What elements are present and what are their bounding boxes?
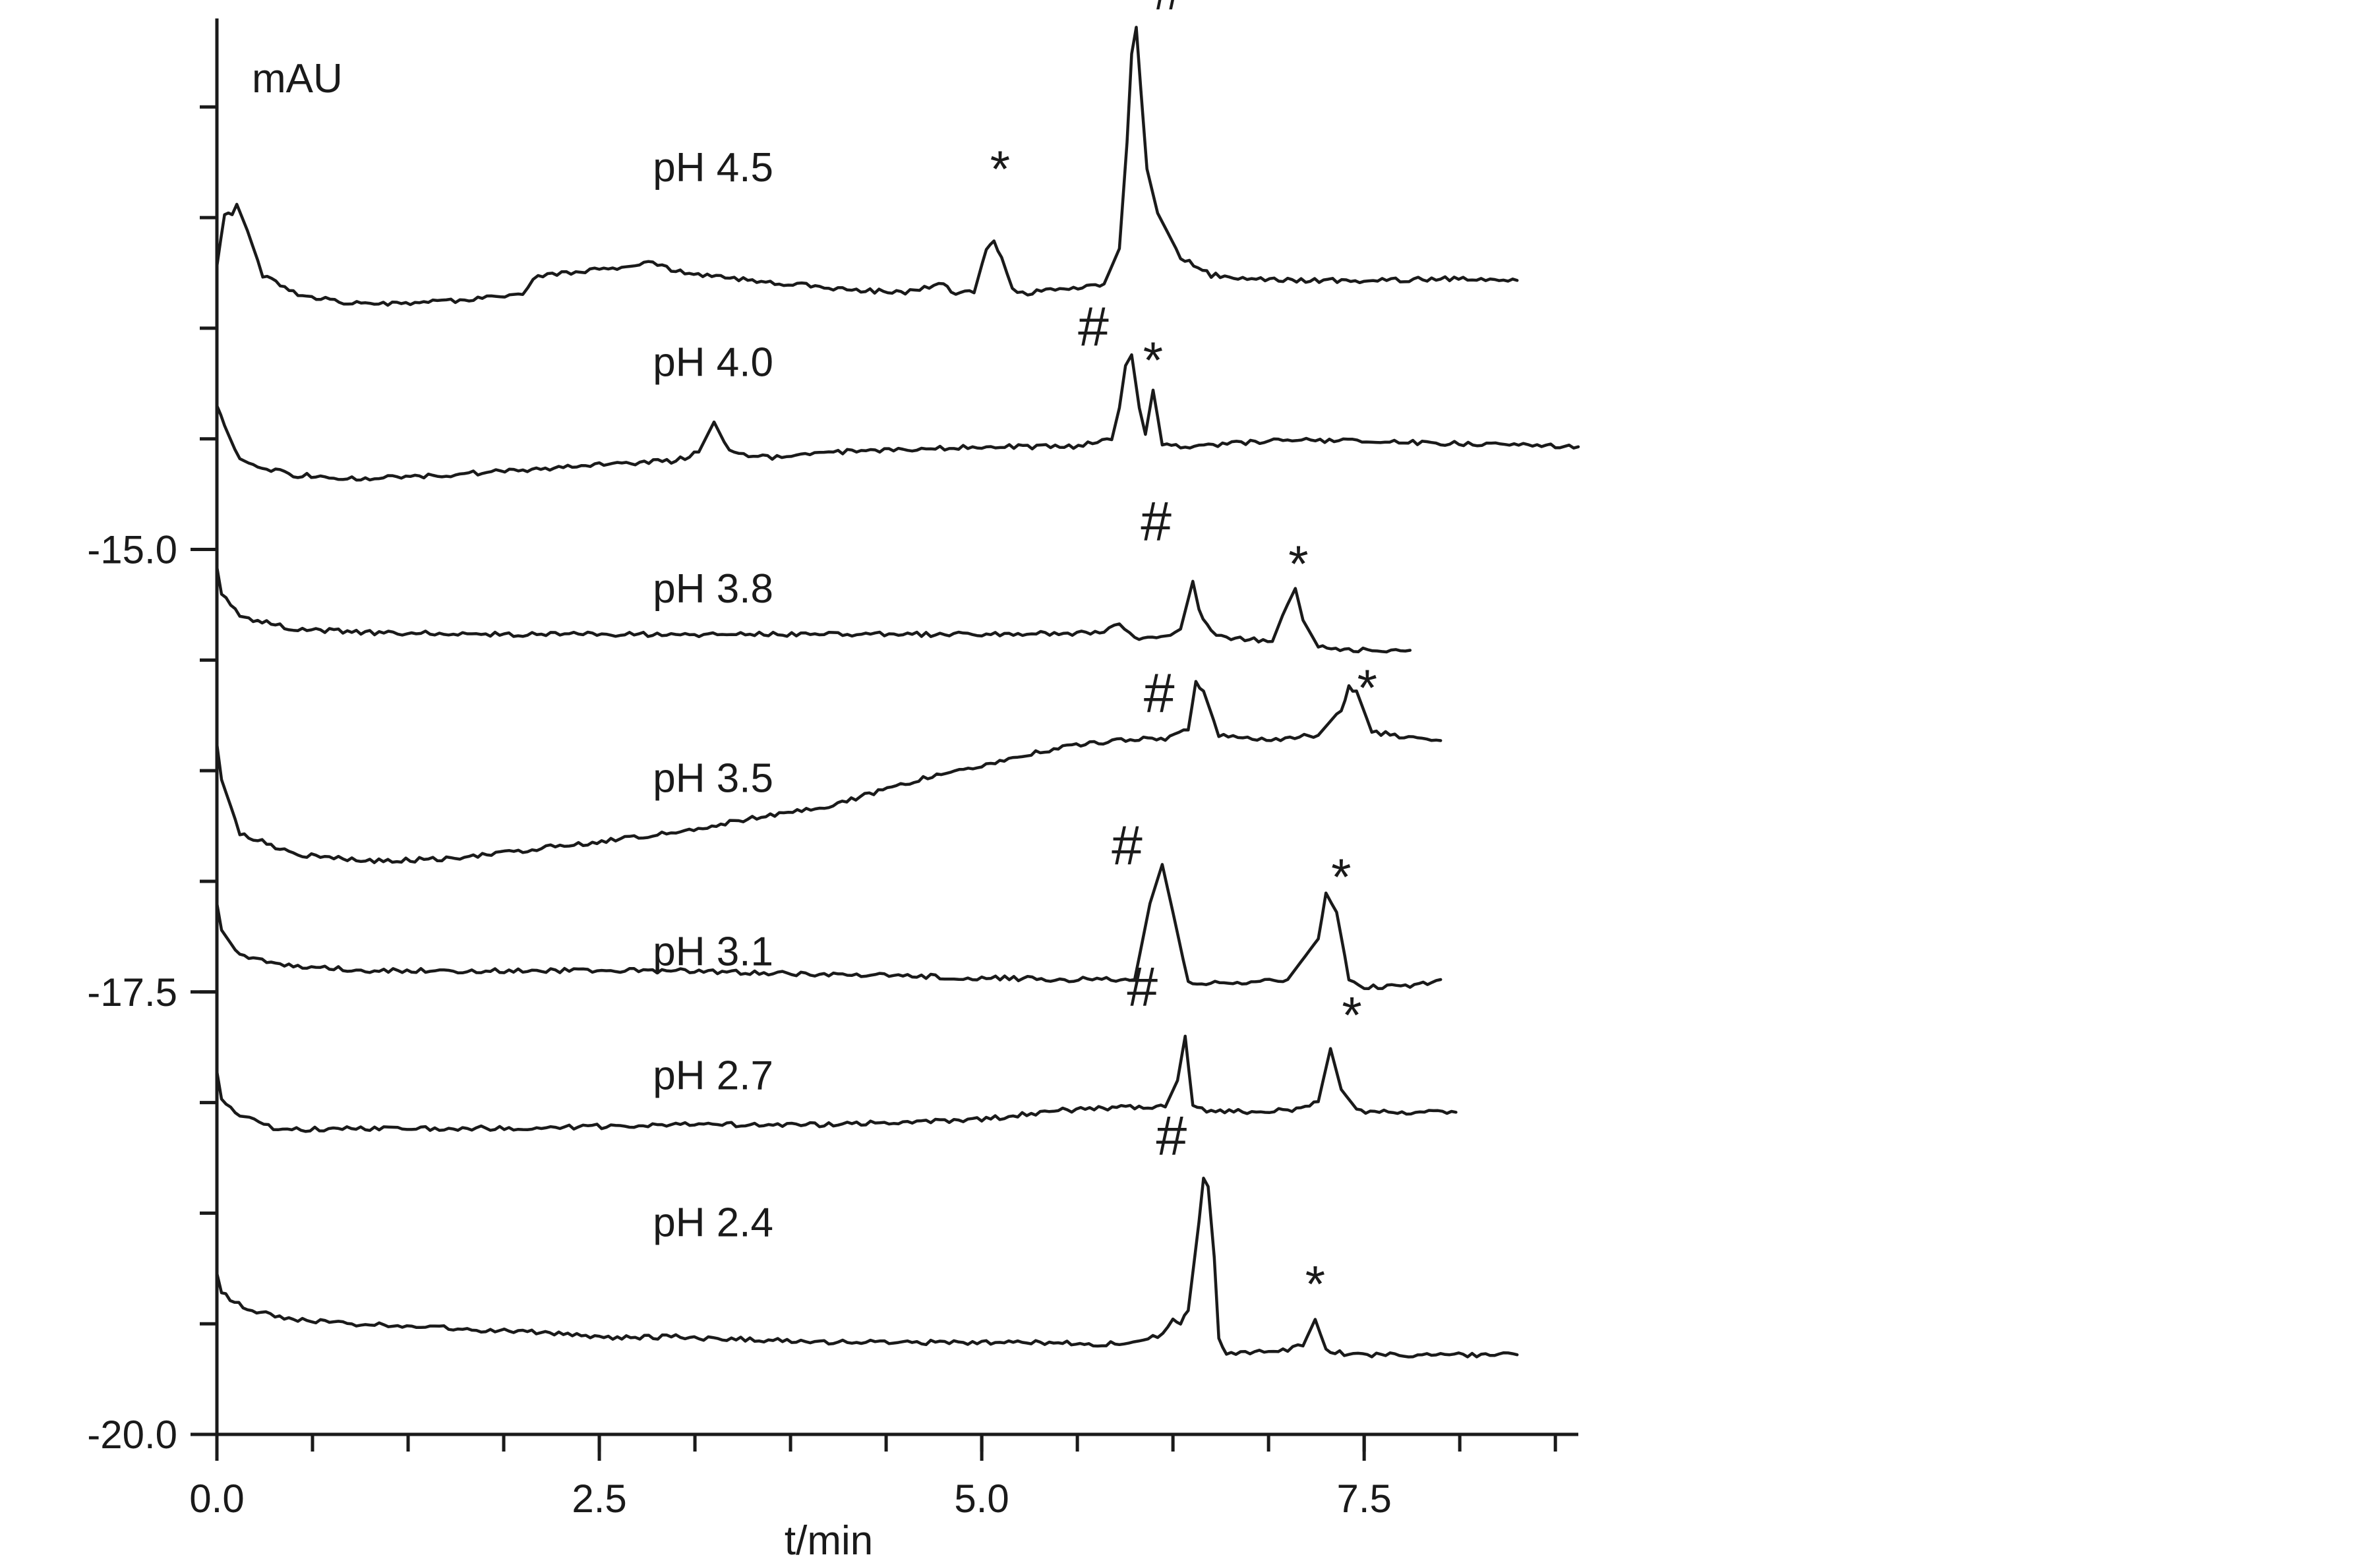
x-axis-title: t/min <box>785 1518 873 1557</box>
series-label: pH 2.4 <box>653 1200 773 1245</box>
y-tick-label: -17.5 <box>87 970 177 1014</box>
axis-ticks: -15.0 -17.5 -20.0 0.0 2.5 5.0 7.5 <box>87 105 1557 1521</box>
hash-peak-marker: # <box>1112 814 1143 876</box>
series-label: pH 3.8 <box>653 566 773 612</box>
trace-ph-3-1 <box>215 863 1443 991</box>
y-tick-label: -20.0 <box>87 1413 177 1457</box>
x-tick-label: 7.5 <box>1336 1477 1391 1521</box>
x-tick-label: 2.5 <box>572 1477 626 1521</box>
trace-ph-4-5 <box>215 26 1519 307</box>
trace-ph-3-8 <box>215 566 1412 654</box>
hash-peak-marker: # <box>1127 956 1158 1018</box>
series-label: pH 3.5 <box>653 755 773 801</box>
star-peak-marker: * <box>990 140 1010 198</box>
series-traces <box>215 26 1580 1359</box>
series-label: pH 4.5 <box>653 145 773 191</box>
star-peak-marker: * <box>1342 986 1361 1044</box>
hash-peak-marker: # <box>1144 662 1175 724</box>
trace-ph-2-4 <box>215 1177 1519 1359</box>
x-tick-label: 5.0 <box>954 1477 1009 1521</box>
series-label: pH 3.1 <box>653 929 773 974</box>
series-label: pH 4.0 <box>653 339 773 385</box>
y-tick-label: -15.0 <box>87 528 177 572</box>
series-labels: pH 4.5 pH 4.0 pH 3.8 pH 3.5 pH 3.1 pH 2.7 pH 2… <box>653 145 773 1245</box>
series-label: pH 2.7 <box>653 1053 773 1098</box>
x-tick-label: 0.0 <box>189 1477 244 1521</box>
trace-ph-3-5 <box>215 680 1443 864</box>
star-peak-marker: * <box>1305 1255 1325 1313</box>
hash-peak-marker: # <box>1141 490 1172 552</box>
y-axis-title: mAU <box>252 56 343 102</box>
star-peak-marker: * <box>1357 659 1377 717</box>
star-peak-marker: * <box>1288 535 1308 593</box>
star-peak-marker: * <box>1331 848 1351 906</box>
star-peak-marker: * <box>1143 331 1163 389</box>
trace-ph-4-0 <box>215 353 1580 482</box>
hash-peak-marker: # <box>1153 0 1184 22</box>
peak-markers: * # # * # * # * # * # * # * <box>990 0 1377 1313</box>
trace-ph-2-7 <box>215 1034 1458 1133</box>
axes <box>215 18 1578 1436</box>
hash-peak-marker: # <box>1156 1105 1187 1167</box>
hash-peak-marker: # <box>1078 296 1109 358</box>
